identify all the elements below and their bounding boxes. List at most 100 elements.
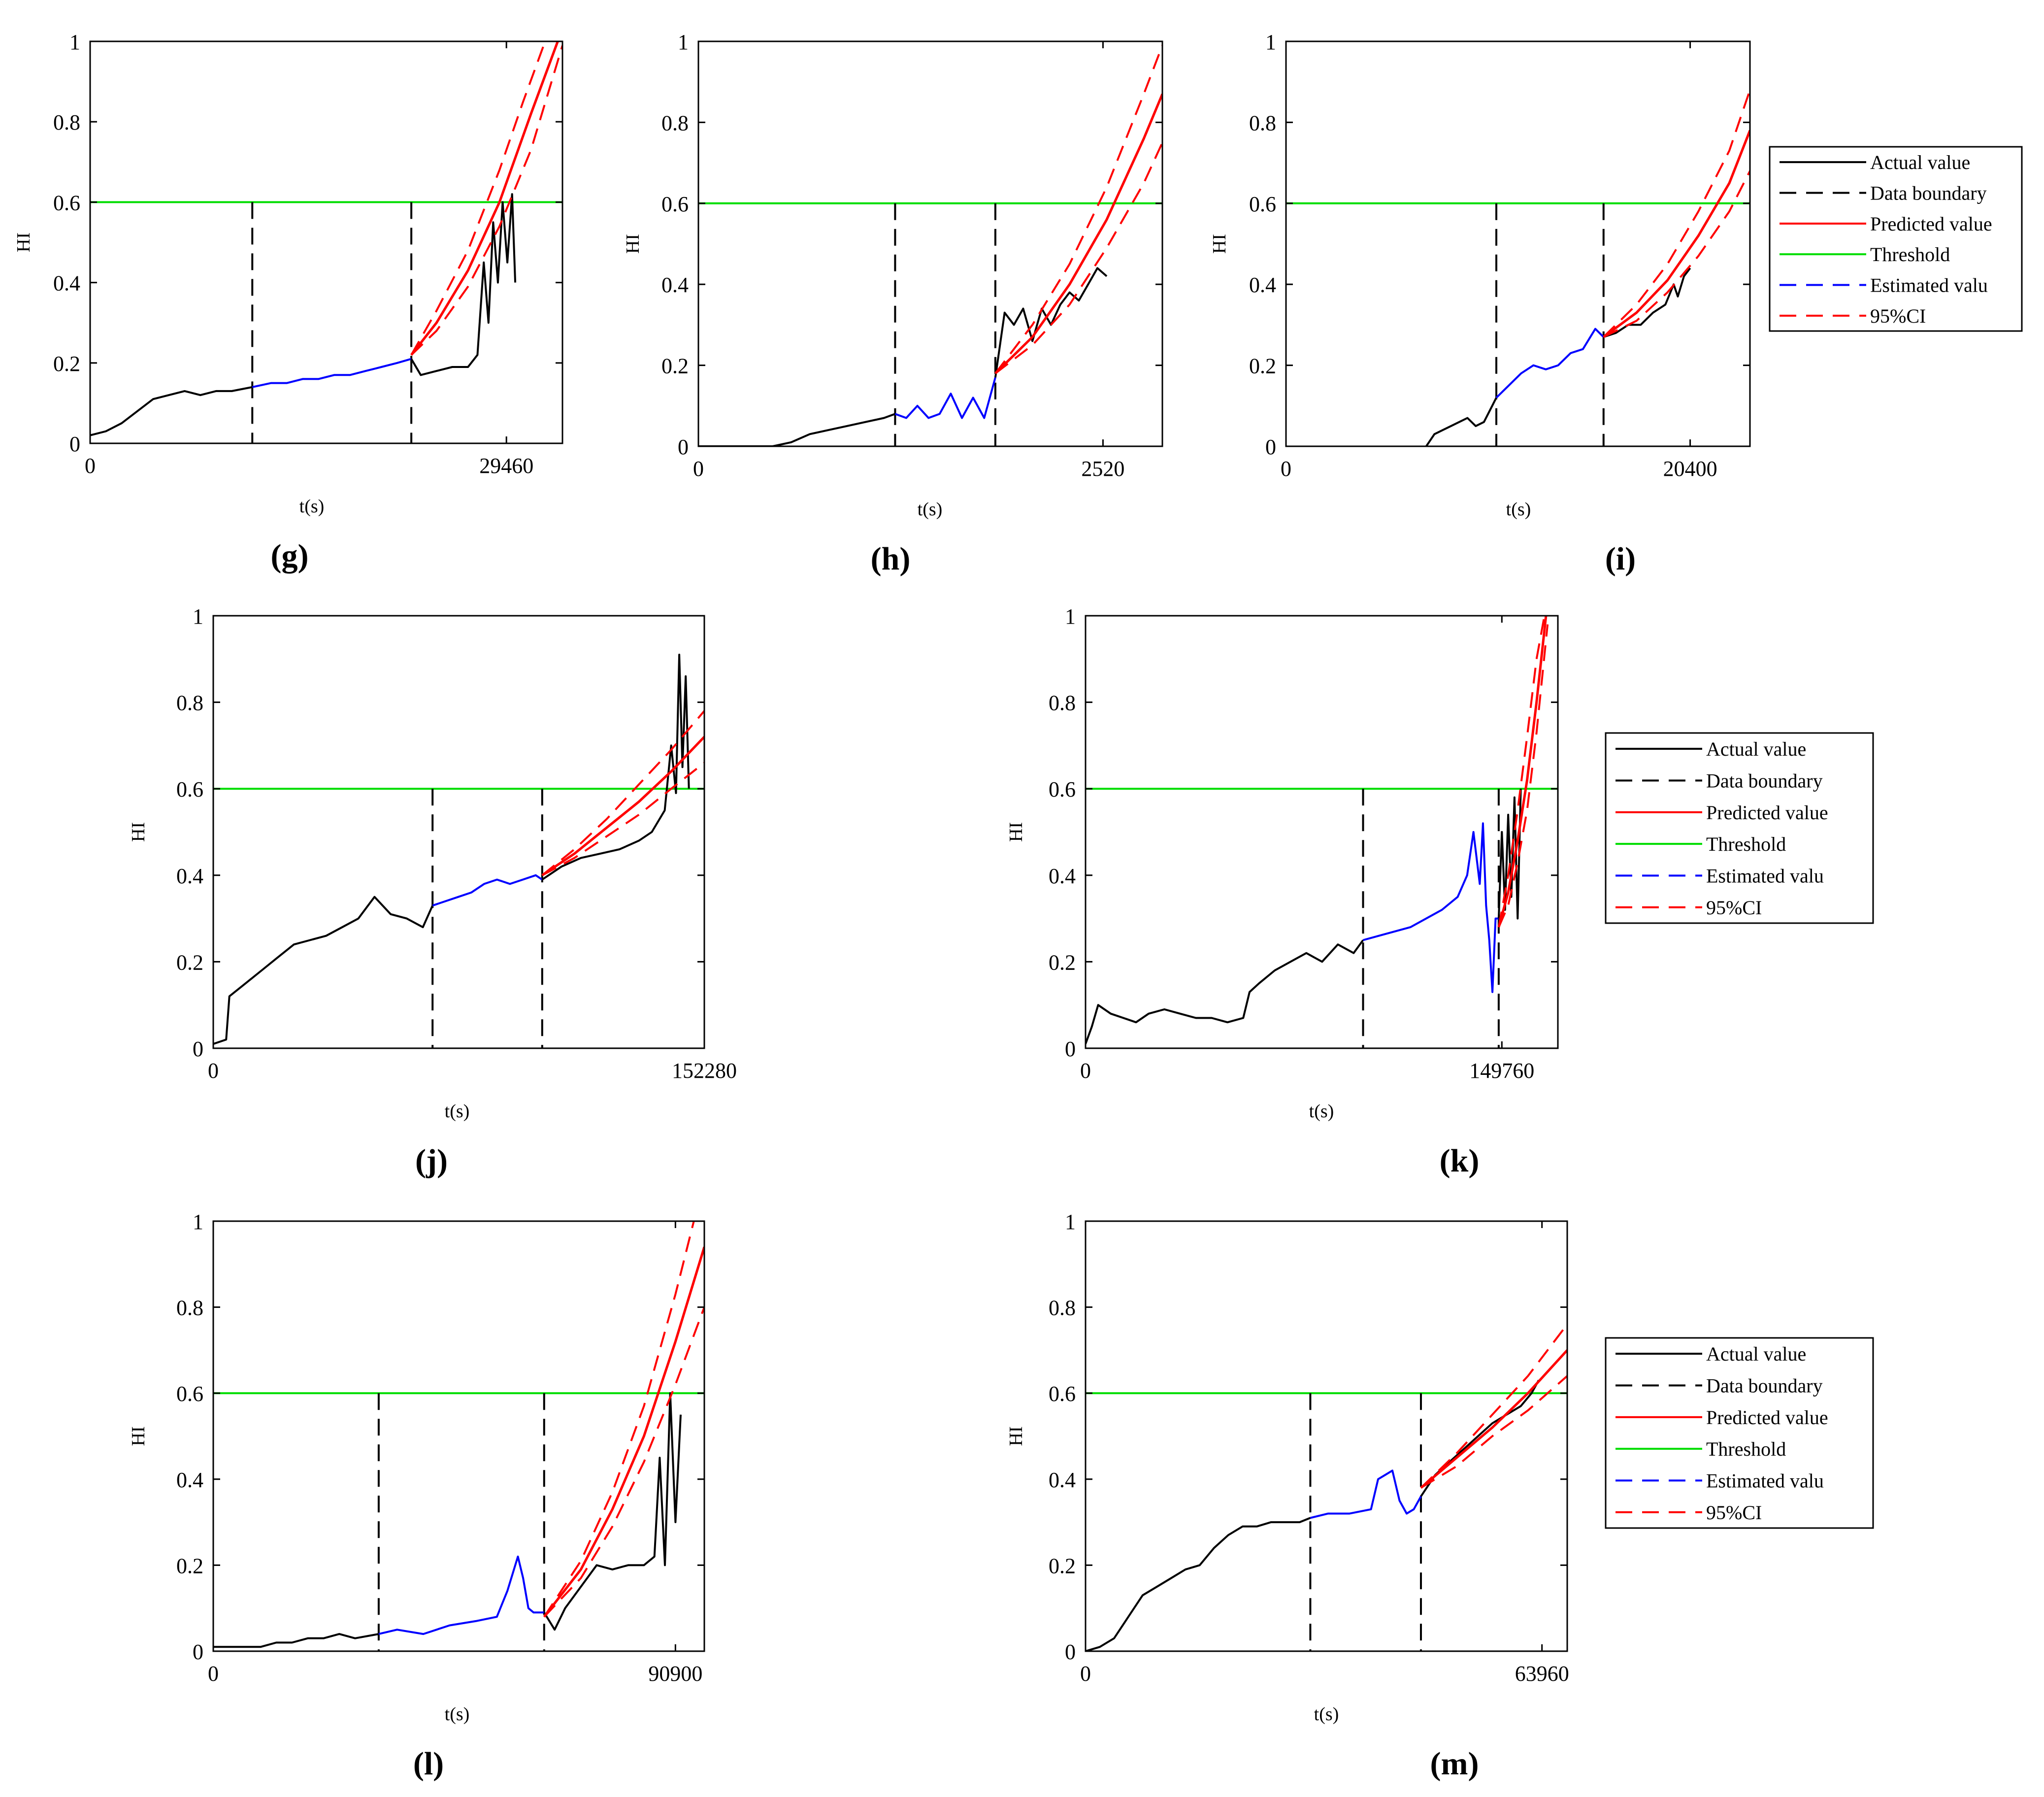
y-tick-label: 0 bbox=[193, 1640, 203, 1664]
legend-box bbox=[1605, 1337, 1874, 1529]
y-tick-label: 0.8 bbox=[176, 691, 203, 715]
chart-panel-4: 0 0.2 0.4 0.6 0.8 1 0 152280 t(s) HI (j) bbox=[128, 604, 737, 1179]
legend-label: Predicted value bbox=[1706, 801, 1828, 824]
y-tick-label: 0.6 bbox=[1049, 777, 1076, 801]
series-line-95-ci-upper bbox=[410, 41, 546, 356]
series-line-actual-value bbox=[698, 413, 896, 446]
series-line-actual-value bbox=[90, 386, 253, 436]
axes-frame bbox=[212, 615, 705, 1049]
y-tick-label: 1 bbox=[1065, 1210, 1076, 1234]
x-tick-label: 0 bbox=[693, 457, 704, 481]
y-tick-label: 0 bbox=[69, 432, 80, 456]
legend-label: Estimated valu bbox=[1706, 1470, 1824, 1492]
y-tick-label: 0.6 bbox=[176, 1382, 203, 1406]
axes-frame bbox=[89, 40, 563, 444]
legend-2: Actual value Data boundary Predicted value… bbox=[1605, 732, 1874, 924]
chart-panel-2: 0 0.2 0.4 0.6 0.8 1 0 2520 t(s) HI (h) bbox=[623, 30, 1163, 577]
y-tick-label: 0.6 bbox=[661, 192, 689, 216]
y-tick-label: 0 bbox=[1065, 1640, 1076, 1664]
series-line-95-ci-upper bbox=[543, 1221, 695, 1618]
y-axis-label: HI bbox=[623, 234, 643, 254]
series-line-actual-value bbox=[1603, 267, 1691, 338]
y-tick-label: 1 bbox=[193, 604, 203, 629]
series-line-actual-value bbox=[410, 193, 517, 376]
y-tick-label: 0.2 bbox=[1049, 950, 1076, 974]
series-line-95-ci-lower bbox=[541, 762, 704, 876]
series-line-95-ci-upper bbox=[1603, 89, 1750, 338]
legend-1: Actual value Data boundary Predicted value… bbox=[1769, 146, 2023, 332]
series-line-predicted-value bbox=[410, 41, 559, 356]
panel-label: (m) bbox=[1430, 1746, 1479, 1782]
legend-label: Actual value bbox=[1706, 1343, 1806, 1365]
axes-frame bbox=[1285, 40, 1751, 447]
series-line-95-ci-lower bbox=[994, 142, 1162, 374]
x-axis-label: t(s) bbox=[1506, 499, 1531, 520]
y-tick-label: 0.4 bbox=[176, 864, 203, 888]
y-tick-label: 0 bbox=[193, 1037, 203, 1061]
y-tick-label: 0.4 bbox=[1049, 864, 1076, 888]
series-line-actual-value bbox=[541, 654, 690, 881]
series-line-estimated-valu bbox=[378, 1555, 544, 1635]
y-axis-label: HI bbox=[128, 1426, 149, 1446]
legend-label: Estimated valu bbox=[1870, 274, 1988, 297]
series-line-predicted-value bbox=[1420, 1349, 1567, 1489]
series-line-estimated-valu bbox=[432, 874, 543, 907]
series-line-estimated-valu bbox=[1362, 822, 1499, 993]
series-line-95-ci-upper bbox=[1497, 616, 1546, 928]
legend-label: Predicted value bbox=[1706, 1406, 1828, 1429]
x-axis-label: t(s) bbox=[445, 1704, 470, 1725]
y-tick-label: 0.6 bbox=[1049, 1382, 1076, 1406]
y-tick-label: 0.8 bbox=[1249, 111, 1276, 135]
legend-label: Actual value bbox=[1870, 151, 1970, 173]
y-tick-label: 1 bbox=[1065, 604, 1076, 629]
y-tick-label: 0 bbox=[1065, 1037, 1076, 1061]
x-tick-label: 0 bbox=[85, 454, 96, 478]
series-line-actual-value bbox=[213, 1633, 379, 1648]
y-axis-label: HI bbox=[1006, 1426, 1026, 1446]
y-tick-label: 0.4 bbox=[1049, 1468, 1076, 1492]
y-tick-label: 0.4 bbox=[53, 271, 80, 296]
x-axis-label: t(s) bbox=[918, 499, 943, 520]
legend-label: Actual value bbox=[1706, 738, 1806, 760]
y-tick-label: 0 bbox=[678, 435, 689, 459]
series-line-predicted-value bbox=[1603, 130, 1750, 338]
y-tick-label: 0.8 bbox=[661, 111, 689, 135]
y-tick-label: 0.6 bbox=[1249, 192, 1276, 216]
x-tick-label: 29460 bbox=[479, 454, 533, 478]
panel-label: (k) bbox=[1440, 1143, 1480, 1179]
y-tick-label: 0.8 bbox=[1049, 691, 1076, 715]
x-tick-label: 63960 bbox=[1515, 1662, 1569, 1686]
legend-label: Estimated valu bbox=[1706, 865, 1824, 887]
y-tick-label: 0.2 bbox=[53, 352, 80, 376]
legend-3: Actual value Data boundary Predicted value… bbox=[1605, 1337, 1874, 1529]
x-tick-label: 152280 bbox=[672, 1059, 737, 1083]
x-tick-label: 0 bbox=[208, 1662, 219, 1686]
y-tick-label: 0.2 bbox=[1249, 354, 1276, 378]
chart-panel-3: 0 0.2 0.4 0.6 0.8 1 0 20400 t(s) HI (i) bbox=[1209, 30, 1751, 577]
legend-label: Threshold bbox=[1870, 243, 1950, 266]
legend-label: Data boundary bbox=[1706, 1375, 1823, 1397]
panel-label: (h) bbox=[871, 541, 911, 577]
panel-label: (i) bbox=[1605, 541, 1636, 577]
y-axis-label: HI bbox=[128, 822, 149, 842]
series-line-predicted-value bbox=[1497, 616, 1548, 928]
series-line-actual-value bbox=[213, 896, 434, 1045]
x-tick-label: 0 bbox=[1080, 1059, 1091, 1083]
y-tick-label: 1 bbox=[69, 30, 80, 54]
x-axis-label: t(s) bbox=[1314, 1704, 1339, 1725]
legend-label: Predicted value bbox=[1870, 213, 1992, 235]
legend-box bbox=[1605, 732, 1874, 924]
series-line-95-ci-lower bbox=[1420, 1375, 1567, 1489]
series-line-predicted-value bbox=[543, 1246, 704, 1618]
series-line-95-ci-lower bbox=[543, 1306, 704, 1618]
x-axis-label: t(s) bbox=[445, 1101, 470, 1122]
x-tick-label: 0 bbox=[1080, 1662, 1091, 1686]
y-tick-label: 0.6 bbox=[176, 777, 203, 801]
axes-frame bbox=[212, 1220, 705, 1652]
y-tick-label: 0.8 bbox=[176, 1296, 203, 1320]
axes-frame bbox=[1085, 615, 1559, 1049]
y-tick-label: 1 bbox=[1265, 30, 1276, 54]
y-tick-label: 1 bbox=[678, 30, 689, 54]
y-tick-label: 0.4 bbox=[661, 273, 689, 297]
